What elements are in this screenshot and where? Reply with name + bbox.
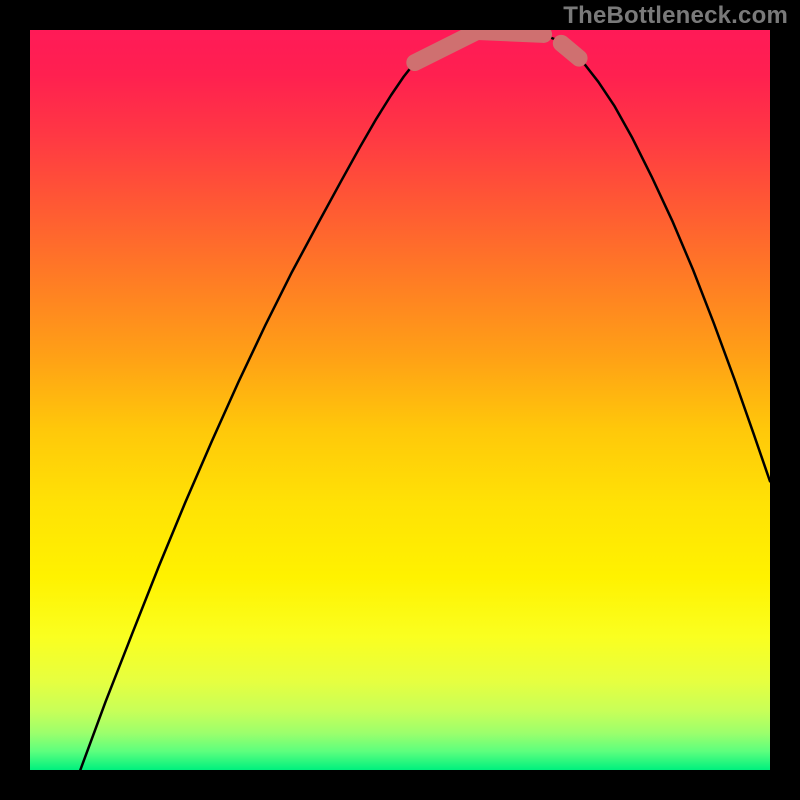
bottleneck-chart — [0, 0, 800, 800]
optimum-segment — [561, 43, 579, 58]
attribution-label: TheBottleneck.com — [563, 2, 788, 30]
stage: TheBottleneck.com — [0, 0, 800, 800]
gradient-background — [30, 30, 770, 770]
optimum-segment — [478, 31, 544, 34]
